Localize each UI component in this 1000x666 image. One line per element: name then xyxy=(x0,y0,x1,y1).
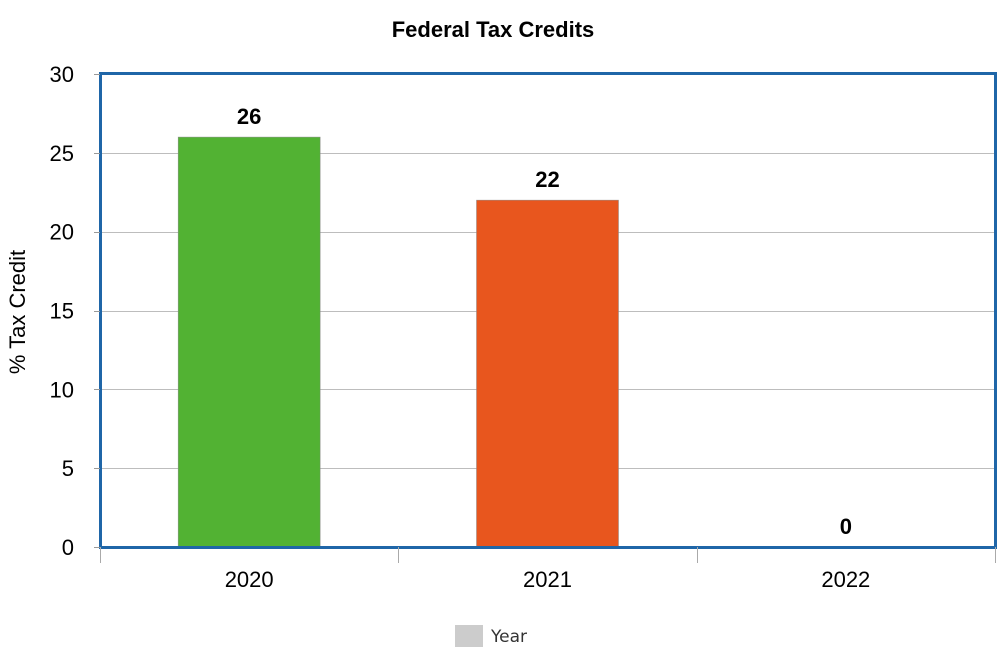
y-tick-label: 25 xyxy=(50,141,74,166)
y-tick-label: 5 xyxy=(62,456,74,481)
x-tick-label: 2022 xyxy=(821,567,870,592)
y-tick-label: 0 xyxy=(62,535,74,560)
legend-swatch xyxy=(455,625,483,647)
axes: 0 5 10 15 20 25 30 2020 2021 2022 xyxy=(50,62,996,592)
y-tick-label: 20 xyxy=(50,220,74,245)
y-tick-label: 15 xyxy=(50,299,74,324)
y-axis-label: % Tax Credit xyxy=(5,250,30,374)
data-label: 26 xyxy=(237,104,261,129)
chart-title: Federal Tax Credits xyxy=(392,17,595,42)
plot-area-frame xyxy=(99,72,997,549)
y-tick-label: 10 xyxy=(50,377,74,402)
legend: Year xyxy=(455,625,527,647)
bars xyxy=(177,136,619,548)
data-labels: 26 22 0 xyxy=(237,104,852,539)
x-tick-label: 2021 xyxy=(523,567,572,592)
y-tick-label: 30 xyxy=(50,62,74,87)
legend-label: Year xyxy=(490,627,527,647)
bar xyxy=(177,136,321,548)
data-label: 22 xyxy=(535,167,559,192)
x-tick-label: 2020 xyxy=(225,567,274,592)
data-label: 0 xyxy=(840,514,852,539)
bar xyxy=(476,199,619,548)
